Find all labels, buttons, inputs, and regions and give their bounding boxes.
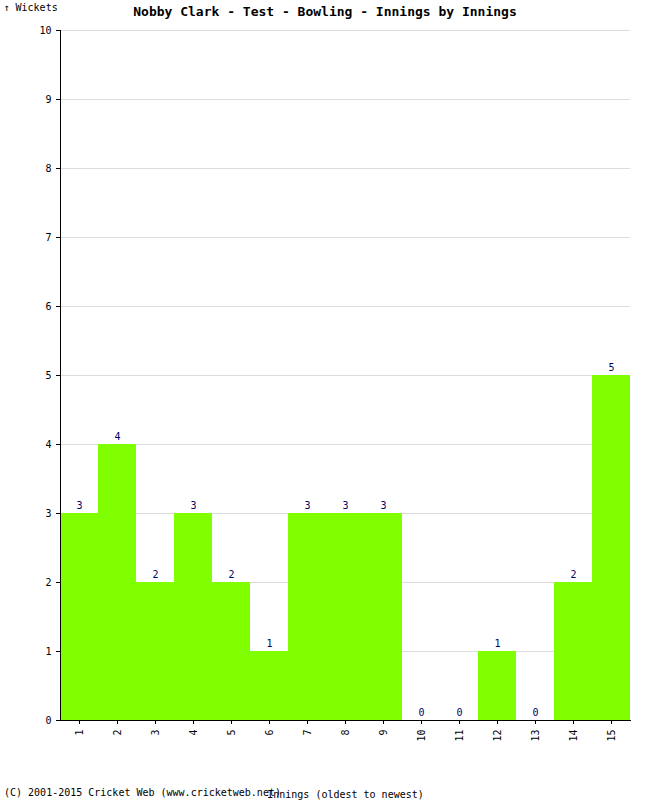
svg-text:3: 3 — [190, 500, 196, 511]
svg-text:2: 2 — [45, 577, 51, 588]
svg-text:13: 13 — [530, 730, 541, 742]
svg-text:0: 0 — [532, 707, 538, 718]
svg-text:8: 8 — [45, 163, 51, 174]
svg-text:1: 1 — [45, 646, 51, 657]
svg-text:2: 2 — [152, 569, 158, 580]
svg-text:7: 7 — [45, 232, 51, 243]
svg-text:Innings (oldest to newest): Innings (oldest to newest) — [267, 789, 424, 800]
svg-text:3: 3 — [380, 500, 386, 511]
svg-text:2: 2 — [228, 569, 234, 580]
svg-text:1: 1 — [74, 730, 85, 736]
svg-text:8: 8 — [340, 730, 351, 736]
svg-text:6: 6 — [264, 730, 275, 736]
svg-text:1: 1 — [266, 638, 272, 649]
svg-text:1: 1 — [494, 638, 500, 649]
svg-text:4: 4 — [188, 730, 199, 736]
svg-text:10: 10 — [39, 25, 51, 36]
svg-text:11: 11 — [454, 730, 465, 742]
svg-text:14: 14 — [568, 730, 579, 742]
svg-text:2: 2 — [112, 730, 123, 736]
svg-text:3: 3 — [304, 500, 310, 511]
svg-text:5: 5 — [226, 730, 237, 736]
svg-text:3: 3 — [76, 500, 82, 511]
html-text:Nobby Clark - Test - Bowling -: Nobby Clark - Test - Bowling - Innings b… — [133, 4, 517, 19]
svg-text:12: 12 — [492, 730, 503, 742]
html-text:(C) 2001-2015 Cricket Web (www: (C) 2001-2015 Cricket Web (www.cricketwe… — [4, 787, 281, 798]
svg-text:2: 2 — [570, 569, 576, 580]
svg-text:10: 10 — [416, 730, 427, 742]
svg-text:4: 4 — [45, 439, 51, 450]
svg-text:0: 0 — [45, 715, 51, 726]
svg-text:0: 0 — [418, 707, 424, 718]
svg-text:15: 15 — [606, 730, 617, 742]
svg-text:3: 3 — [150, 730, 161, 736]
svg-text:5: 5 — [45, 370, 51, 381]
svg-text:↑ Wickets: ↑ Wickets — [4, 2, 58, 13]
svg-text:5: 5 — [608, 362, 614, 373]
svg-text:4: 4 — [114, 431, 120, 442]
svg-text:6: 6 — [45, 301, 51, 312]
svg-text:3: 3 — [45, 508, 51, 519]
svg-text:9: 9 — [45, 94, 51, 105]
svg-text:9: 9 — [378, 730, 389, 736]
svg-text:3: 3 — [342, 500, 348, 511]
svg-text:0: 0 — [456, 707, 462, 718]
svg-text:7: 7 — [302, 730, 313, 736]
